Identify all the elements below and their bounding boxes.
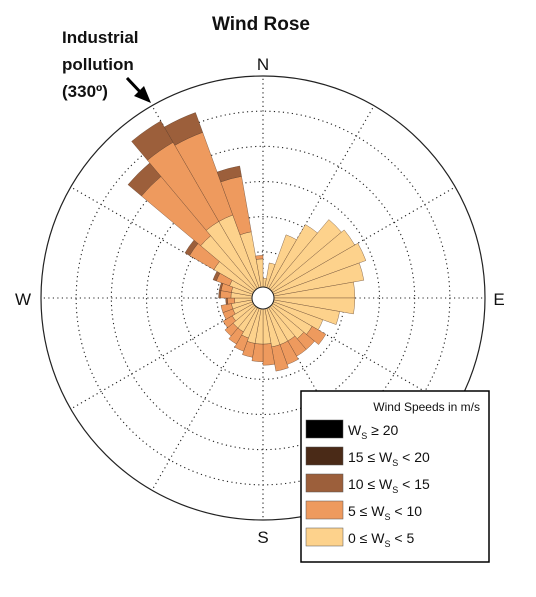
sector-255-bin-1: [220, 303, 234, 313]
legend-swatch: [305, 446, 344, 466]
grid-spoke: [70, 303, 254, 410]
legend-swatch: [305, 419, 344, 439]
sector-195-bin-1: [242, 341, 256, 358]
sector-235-bin-1: [222, 315, 237, 329]
sector-225-bin-1: [224, 322, 239, 337]
annotation-line-2: pollution: [62, 55, 134, 74]
sector-345-bin-2: [216, 165, 242, 183]
annotation-arrow-head: [134, 86, 151, 103]
outer-ring: [40, 75, 486, 521]
compass-label-n: N: [257, 55, 269, 74]
grid-spoke: [151, 307, 258, 491]
center-hole: [251, 286, 275, 310]
legend-title: Wind Speeds in m/s: [373, 400, 480, 414]
grid-spoke: [70, 186, 254, 293]
legend-label: 10 ≤ WS < 15: [348, 476, 430, 495]
legend-items: WS ≥ 20 15 ≤ WS < 20 10 ≤ WS < 15 5 ≤ WS < …: [305, 419, 430, 549]
sector-325-bin-2: [131, 120, 174, 161]
legend-swatch: [305, 473, 344, 493]
sector-355-bin-1: [255, 255, 264, 260]
legend-swatch: [305, 527, 344, 547]
annotation-line-1: Industrial: [62, 28, 139, 47]
legend-label: WS ≥ 20: [348, 422, 398, 441]
sector-185-bin-1: [251, 343, 264, 363]
sector-335-bin-2: [163, 112, 204, 146]
sector-205-bin-1: [234, 334, 249, 352]
sector-165-bin-1: [271, 344, 289, 372]
compass-label-e: E: [493, 290, 504, 309]
grid-spoke: [272, 186, 456, 293]
sector-125-bin-1: [306, 326, 327, 345]
legend: Wind Speeds in m/s WS ≥ 20 15 ≤ WS < 20 10…: [300, 390, 490, 563]
sector-175-bin-1: [262, 343, 275, 366]
sector-215-bin-1: [228, 327, 244, 345]
compass-label-w: W: [15, 290, 31, 309]
legend-swatch: [305, 500, 344, 520]
legend-label: 0 ≤ WS < 5: [348, 530, 414, 549]
sector-265-bin-1: [227, 297, 236, 305]
grid-spoke: [268, 105, 375, 289]
sector-265-bin-2: [225, 297, 229, 305]
rose-sectors: [127, 112, 367, 372]
legend-label: 15 ≤ WS < 20: [348, 449, 430, 468]
annotation-line-3: (330º): [62, 82, 108, 101]
compass-label-s: S: [257, 528, 268, 547]
chart-title: Wind Rose: [212, 14, 310, 35]
legend-label: 5 ≤ WS < 10: [348, 503, 422, 522]
grid-ring: [145, 180, 381, 416]
annotation: Industrial pollution (330º): [62, 28, 151, 103]
